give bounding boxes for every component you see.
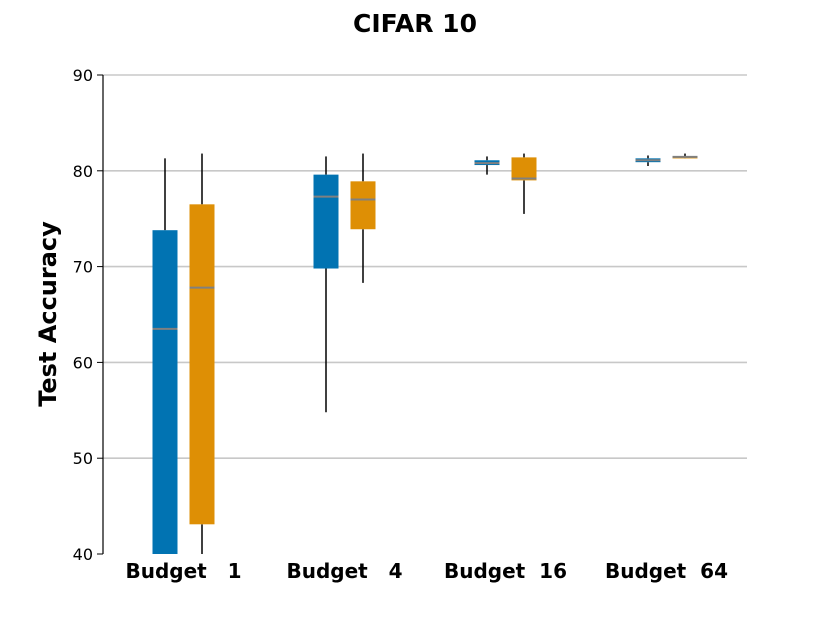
x-tick-label-1: Budget 1 bbox=[125, 559, 241, 583]
box-orange-3 bbox=[511, 153, 537, 214]
y-tick-label-50: 50 bbox=[73, 449, 93, 468]
y-tick-label-90: 90 bbox=[73, 66, 93, 85]
chart-title: CIFAR 10 bbox=[353, 9, 477, 38]
box-body bbox=[313, 174, 339, 269]
box-blue-4 bbox=[635, 155, 661, 167]
box-body bbox=[152, 230, 178, 555]
box-orange-1 bbox=[189, 153, 215, 554]
box-blue-1 bbox=[152, 158, 178, 555]
box-blue-3 bbox=[474, 156, 500, 175]
box-blue-2 bbox=[313, 156, 339, 413]
box-series bbox=[152, 153, 698, 555]
box-body bbox=[350, 181, 376, 230]
x-tick-label-3: Budget 16 bbox=[444, 559, 567, 583]
box-orange-4 bbox=[672, 153, 698, 159]
x-axis-tick-labels: Budget 1 Budget 4 Budget 16 Budget 64 bbox=[125, 559, 728, 583]
box-body bbox=[189, 204, 215, 525]
y-tick-label-80: 80 bbox=[73, 162, 93, 181]
box-body bbox=[511, 157, 537, 181]
y-tick-label-70: 70 bbox=[73, 258, 93, 277]
y-tick-label-40: 40 bbox=[73, 545, 93, 564]
y-axis-label: Test Accuracy bbox=[34, 221, 62, 407]
y-axis-ticks: 40 50 60 70 80 90 bbox=[73, 66, 103, 564]
x-tick-label-4: Budget 64 bbox=[605, 559, 728, 583]
x-tick-label-2: Budget 4 bbox=[286, 559, 402, 583]
box-orange-2 bbox=[350, 153, 376, 283]
y-tick-label-60: 60 bbox=[73, 353, 93, 372]
